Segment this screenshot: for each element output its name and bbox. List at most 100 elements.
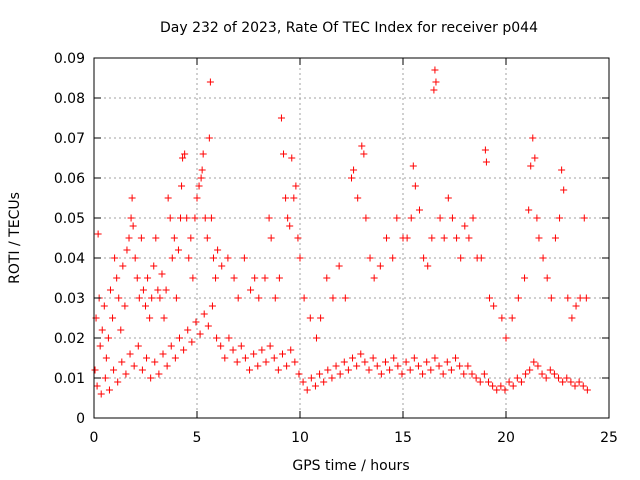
data-point <box>335 262 343 270</box>
data-point <box>547 294 555 302</box>
data-point <box>530 358 538 366</box>
data-point <box>559 378 567 386</box>
data-point <box>125 234 133 242</box>
data-point <box>154 286 162 294</box>
data-point <box>317 314 325 322</box>
data-point <box>514 294 522 302</box>
data-point <box>365 366 373 374</box>
data-point <box>199 150 207 158</box>
data-point <box>386 366 394 374</box>
data-point <box>224 254 232 262</box>
data-point <box>295 370 303 378</box>
data-point <box>389 254 397 262</box>
data-point <box>538 370 546 378</box>
data-point <box>127 214 135 222</box>
data-point <box>572 302 580 310</box>
data-point <box>162 286 170 294</box>
data-point <box>131 254 139 262</box>
y-tick-label: 0.08 <box>54 91 85 107</box>
data-point <box>312 334 320 342</box>
data-point <box>280 150 288 158</box>
data-point <box>221 354 229 362</box>
data-point <box>247 286 255 294</box>
data-point <box>258 346 266 354</box>
data-point <box>111 254 119 262</box>
data-point <box>181 150 189 158</box>
data-point <box>370 274 378 282</box>
data-point <box>522 370 530 378</box>
data-point <box>135 294 143 302</box>
data-point <box>113 274 121 282</box>
data-point <box>361 358 369 366</box>
data-point <box>414 362 422 370</box>
data-point <box>203 234 211 242</box>
data-point <box>350 166 358 174</box>
data-point <box>428 234 436 242</box>
x-tick-label: 0 <box>90 430 99 446</box>
data-point <box>411 182 419 190</box>
x-tick-label: 5 <box>193 430 202 446</box>
data-point <box>144 274 152 282</box>
data-point <box>482 158 490 166</box>
data-point <box>531 154 539 162</box>
data-point <box>271 294 279 302</box>
data-point <box>121 302 129 310</box>
data-point <box>167 342 175 350</box>
data-point <box>439 370 447 378</box>
data-point <box>150 262 158 270</box>
data-point <box>556 214 564 222</box>
data-point <box>241 354 249 362</box>
data-point <box>166 214 174 222</box>
data-point <box>193 194 201 202</box>
data-point <box>354 194 362 202</box>
data-point <box>394 362 402 370</box>
data-point <box>535 234 543 242</box>
data-point <box>440 234 448 242</box>
data-point <box>142 302 149 310</box>
data-point <box>126 350 134 358</box>
data-point <box>431 354 439 362</box>
data-point <box>119 262 127 270</box>
data-point <box>292 182 300 190</box>
data-point <box>300 294 308 302</box>
data-point <box>98 326 106 334</box>
data-point <box>493 386 501 394</box>
data-point <box>185 254 193 262</box>
data-point <box>340 358 348 366</box>
data-point <box>158 270 166 278</box>
data-point <box>390 354 398 362</box>
y-axis-label: ROTI / TECUs <box>7 192 23 284</box>
data-point <box>469 214 477 222</box>
x-axis-label: GPS time / hours <box>292 458 409 474</box>
data-point <box>328 374 336 382</box>
data-point <box>563 374 571 382</box>
data-point <box>102 354 110 362</box>
data-point <box>156 294 164 302</box>
data-point <box>101 374 109 382</box>
data-point <box>436 214 444 222</box>
y-tick-label: 0 <box>76 411 85 427</box>
data-point <box>134 342 142 350</box>
data-point <box>296 254 304 262</box>
data-point <box>183 214 191 222</box>
data-point <box>91 366 99 374</box>
data-point <box>567 378 575 386</box>
data-point <box>201 214 209 222</box>
data-point <box>358 142 366 150</box>
y-tick-label: 0.02 <box>54 331 85 347</box>
data-point <box>265 214 273 222</box>
data-point <box>513 374 521 382</box>
data-point <box>288 154 296 162</box>
data-point <box>423 358 431 366</box>
data-point <box>550 370 558 378</box>
data-point <box>377 370 385 378</box>
data-point <box>175 334 183 342</box>
data-point <box>195 182 203 190</box>
data-point <box>250 350 258 358</box>
data-point <box>178 182 186 190</box>
data-point <box>277 114 285 122</box>
y-tick-label: 0.06 <box>54 171 85 187</box>
data-point <box>174 246 182 254</box>
data-point <box>489 382 497 390</box>
data-point <box>109 314 117 322</box>
